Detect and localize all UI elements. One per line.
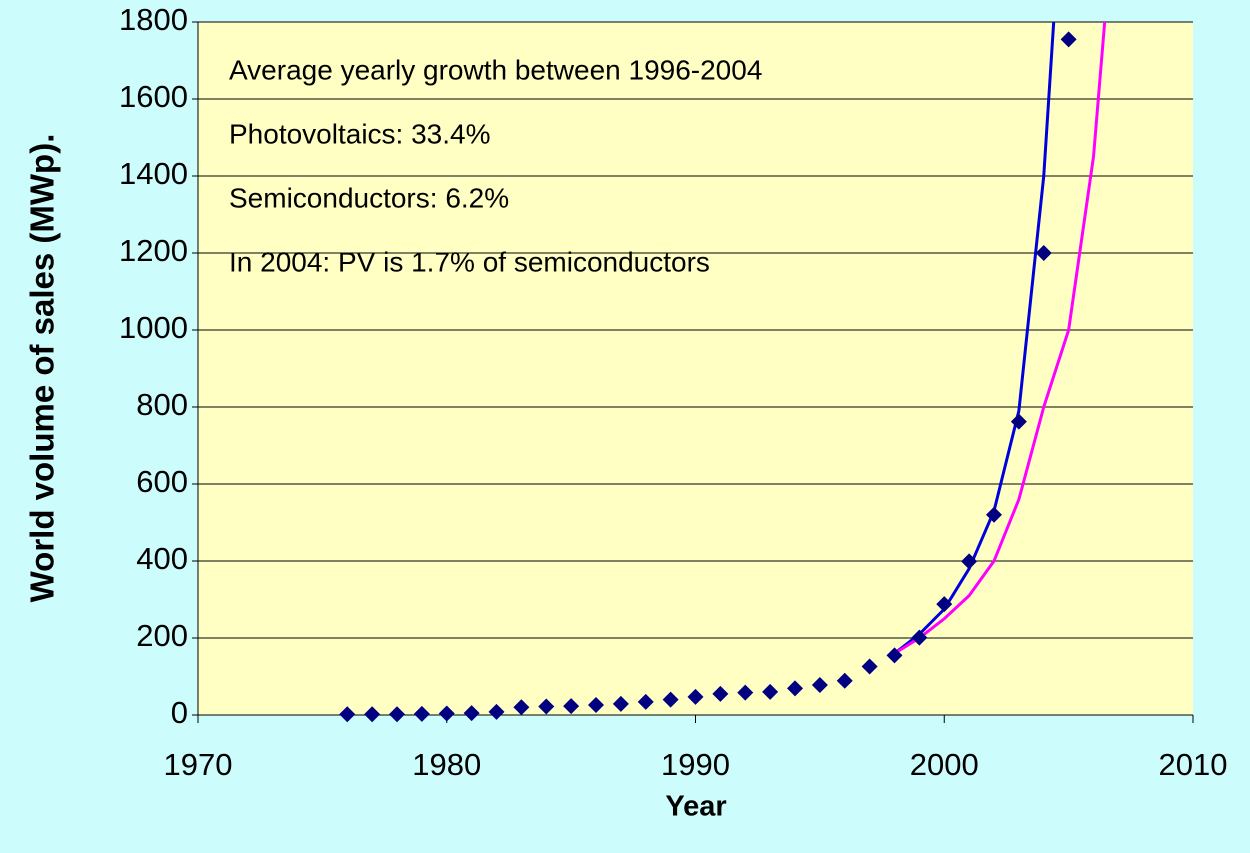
data-point [787, 680, 803, 697]
data-point [811, 676, 828, 693]
data-point [513, 699, 530, 716]
data-point [413, 705, 430, 722]
x-tick-label: 1990 [661, 747, 730, 782]
data-point [637, 693, 654, 710]
data-point [687, 688, 704, 705]
data-point [364, 706, 381, 723]
y-tick-label: 0 [171, 695, 188, 730]
annotation: Average yearly growth between 1996-2004 [229, 54, 762, 85]
data-point [986, 506, 1002, 523]
y-tick-label: 1200 [119, 233, 188, 268]
data-point [1060, 31, 1077, 48]
data-point [438, 705, 455, 722]
plot-area [198, 22, 1193, 715]
x-axis-label: Year [665, 791, 726, 823]
data-point [836, 672, 853, 689]
x-tick-label: 2010 [1159, 747, 1228, 782]
x-tick-label: 2000 [910, 747, 979, 782]
data-point [463, 705, 480, 722]
data-point [911, 629, 928, 646]
y-tick-label: 400 [136, 541, 188, 576]
data-point [1010, 413, 1027, 430]
x-tick-label: 1970 [164, 747, 233, 782]
data-point [563, 698, 580, 715]
data-point [1035, 245, 1052, 261]
data-point [389, 706, 405, 723]
plot-content [893, 22, 1107, 655]
data-point [662, 691, 679, 708]
data-point [488, 703, 505, 720]
y-tick-label: 600 [136, 464, 188, 499]
data-point [712, 685, 729, 702]
annotation: In 2004: PV is 1.7% of semiconductors [229, 246, 710, 277]
data-point [861, 658, 878, 675]
y-axis-label: World volume of sales (MWp). [24, 134, 61, 603]
y-tick-label: 200 [136, 618, 188, 653]
data-point [961, 553, 978, 570]
data-point [762, 683, 779, 700]
y-tick-label: 800 [136, 387, 188, 422]
annotation: Photovoltaics: 33.4% [229, 118, 491, 149]
data-point [588, 696, 604, 713]
data-point [936, 596, 953, 613]
y-tick-label: 1600 [119, 79, 188, 114]
fit-line [893, 22, 1056, 655]
fit-line [893, 22, 1107, 655]
data-point [886, 647, 903, 664]
y-tick-label: 1000 [119, 310, 188, 345]
x-tick-label: 1980 [412, 747, 481, 782]
y-tick-label: 1800 [119, 2, 188, 37]
y-tick-label: 1400 [119, 156, 188, 191]
annotation: Semiconductors: 6.2% [229, 182, 509, 213]
data-point [538, 698, 555, 715]
data-point [339, 706, 356, 723]
data-point [612, 695, 629, 712]
data-point [737, 684, 754, 701]
